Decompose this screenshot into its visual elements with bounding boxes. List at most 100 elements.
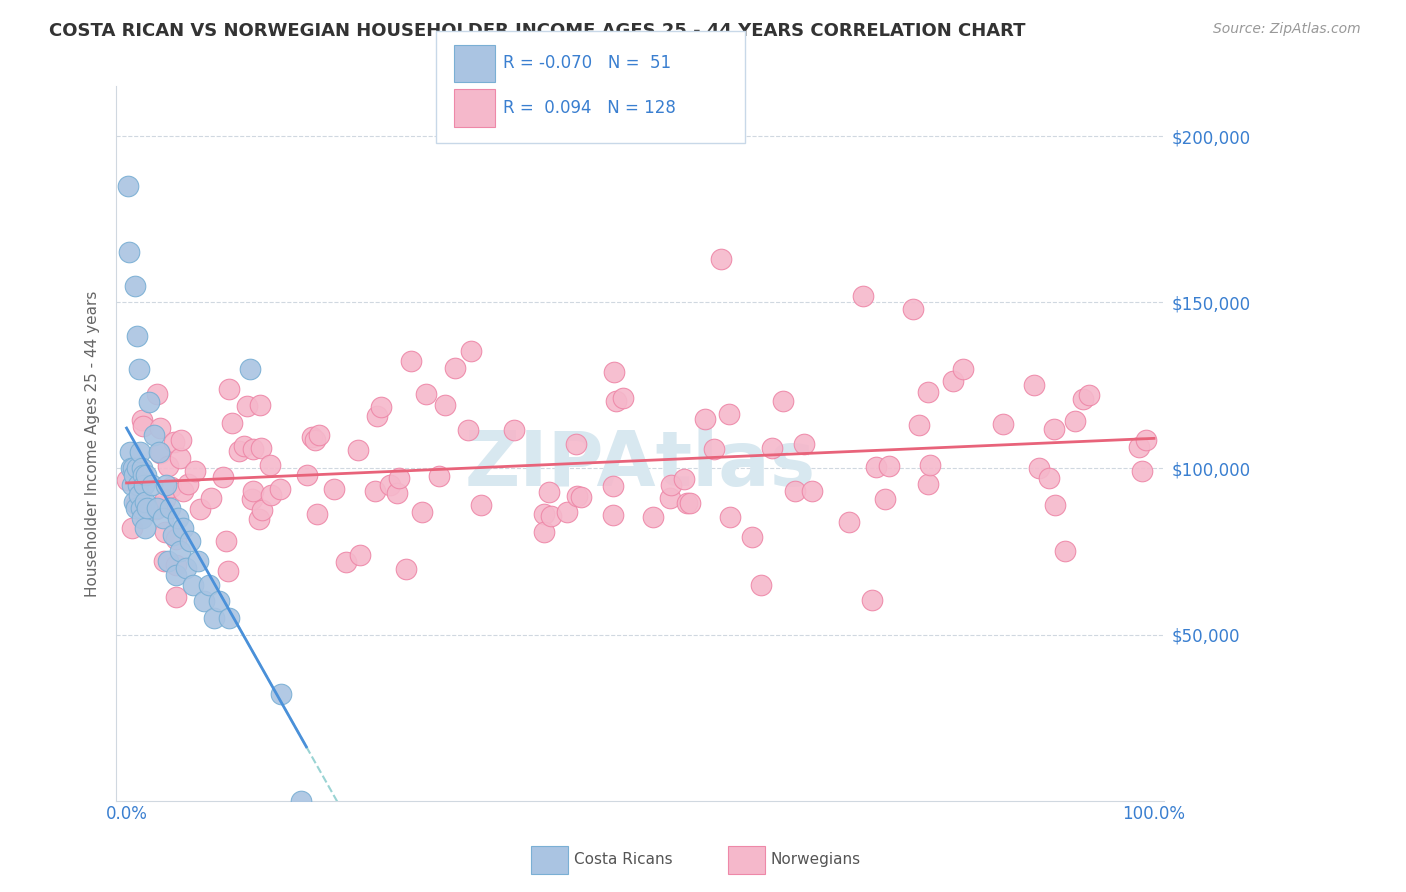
Point	[250, 441, 273, 455]
Point	[917, 476, 939, 491]
Point	[125, 328, 148, 343]
Point	[208, 594, 231, 608]
Point	[364, 484, 387, 499]
Point	[169, 451, 191, 466]
Point	[131, 511, 153, 525]
Point	[444, 360, 467, 375]
Text: ZIPAtlas: ZIPAtlas	[464, 428, 815, 502]
Point	[115, 473, 138, 487]
Point	[942, 374, 965, 388]
Point	[1077, 387, 1099, 401]
Point	[172, 521, 194, 535]
Point	[540, 509, 562, 524]
Point	[145, 502, 167, 516]
Point	[202, 611, 225, 625]
Point	[193, 594, 215, 608]
Point	[838, 515, 860, 529]
Point	[141, 478, 163, 492]
Point	[1054, 544, 1077, 558]
Point	[457, 423, 479, 437]
Point	[741, 530, 763, 544]
Point	[761, 442, 783, 456]
Point	[187, 554, 209, 568]
Point	[308, 428, 330, 442]
Point	[672, 472, 695, 486]
Point	[156, 554, 179, 568]
Point	[301, 430, 323, 444]
Point	[121, 461, 143, 475]
Point	[991, 417, 1014, 431]
Point	[149, 421, 172, 435]
Point	[125, 473, 148, 487]
Point	[533, 507, 555, 521]
Point	[121, 520, 143, 534]
Point	[179, 534, 201, 549]
Point	[125, 461, 148, 475]
Point	[159, 501, 181, 516]
Point	[658, 491, 681, 505]
Point	[679, 495, 702, 509]
Point	[395, 562, 418, 576]
Point	[148, 444, 170, 458]
Point	[132, 468, 155, 483]
Point	[1130, 464, 1153, 478]
Point	[212, 470, 235, 484]
Point	[131, 413, 153, 427]
Point	[146, 501, 169, 516]
Point	[260, 488, 283, 502]
Point	[200, 491, 222, 506]
Point	[1135, 434, 1157, 448]
Point	[1043, 499, 1066, 513]
Point	[565, 489, 588, 503]
Point	[349, 549, 371, 563]
Point	[387, 470, 409, 484]
Point	[259, 458, 281, 472]
Point	[920, 458, 942, 472]
Point	[149, 446, 172, 460]
Point	[122, 494, 145, 508]
Point	[134, 521, 156, 535]
Point	[118, 444, 141, 458]
Point	[460, 344, 482, 359]
Point	[120, 461, 142, 475]
Point	[128, 361, 150, 376]
Point	[749, 577, 772, 591]
Point	[908, 418, 931, 433]
Text: COSTA RICAN VS NORWEGIAN HOUSEHOLDER INCOME AGES 25 - 44 YEARS CORRELATION CHART: COSTA RICAN VS NORWEGIAN HOUSEHOLDER INC…	[49, 22, 1026, 40]
Point	[218, 611, 240, 625]
Point	[873, 491, 896, 506]
Point	[183, 577, 205, 591]
Point	[399, 354, 422, 368]
Point	[163, 434, 186, 449]
Point	[433, 398, 456, 412]
Point	[322, 482, 344, 496]
Point	[218, 382, 240, 396]
Point	[172, 484, 194, 499]
Point	[236, 399, 259, 413]
Point	[242, 484, 264, 499]
Point	[132, 478, 155, 492]
Point	[143, 428, 166, 442]
Point	[247, 512, 270, 526]
Point	[952, 361, 974, 376]
Point	[865, 460, 887, 475]
Point	[347, 442, 370, 457]
Point	[160, 481, 183, 495]
Point	[270, 687, 292, 701]
Point	[917, 384, 939, 399]
Point	[703, 442, 725, 456]
Point	[129, 501, 152, 516]
Point	[125, 501, 148, 516]
Point	[783, 484, 806, 499]
Point	[603, 366, 626, 380]
Point	[249, 398, 271, 412]
Point	[295, 467, 318, 482]
Point	[117, 179, 139, 194]
Point	[242, 442, 264, 456]
Point	[136, 501, 159, 516]
Point	[470, 499, 492, 513]
Point	[215, 533, 238, 548]
Point	[659, 478, 682, 492]
Point	[157, 458, 180, 473]
Point	[190, 501, 212, 516]
